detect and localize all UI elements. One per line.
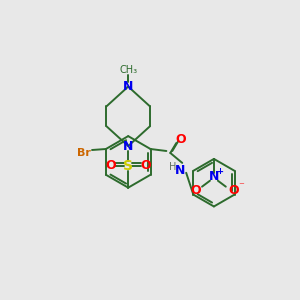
- Text: ⁻: ⁻: [239, 182, 244, 192]
- Text: O: O: [228, 184, 239, 197]
- Text: CH₃: CH₃: [119, 65, 137, 75]
- Text: O: O: [191, 184, 201, 197]
- Text: S: S: [123, 159, 133, 173]
- Text: N: N: [175, 164, 185, 177]
- Text: O: O: [105, 159, 116, 172]
- Text: N: N: [123, 140, 134, 152]
- Text: Br: Br: [77, 148, 91, 158]
- Text: H: H: [169, 162, 176, 172]
- Text: O: O: [175, 133, 185, 146]
- Text: N: N: [123, 80, 134, 93]
- Text: O: O: [141, 159, 151, 172]
- Text: N: N: [209, 170, 219, 183]
- Text: +: +: [216, 167, 224, 176]
